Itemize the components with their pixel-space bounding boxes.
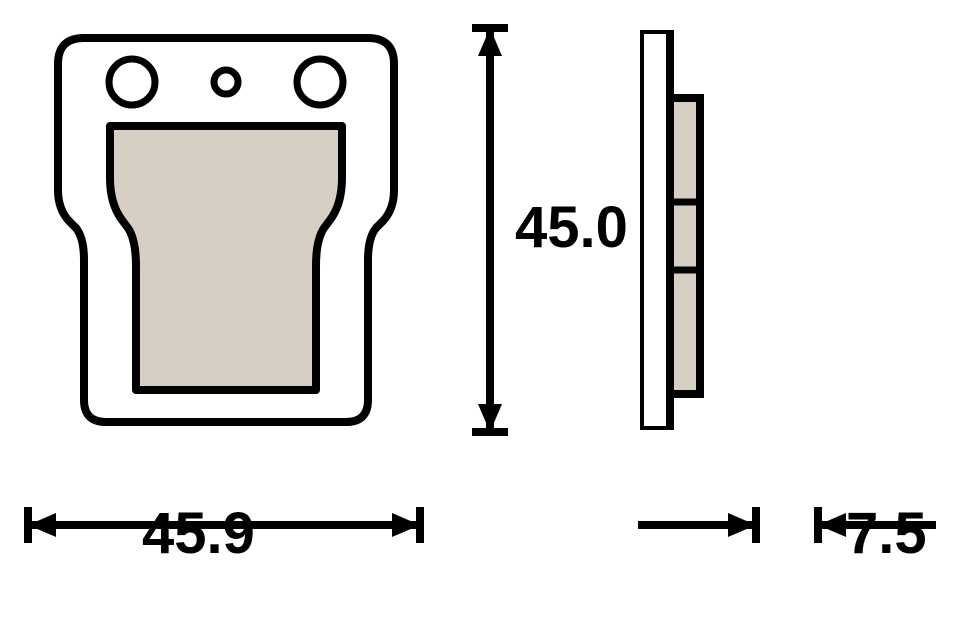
width-label: 45.9 <box>142 500 255 567</box>
height-dimension <box>472 28 508 432</box>
thickness-label: 7.5 <box>846 500 927 567</box>
diagram-canvas: 45.9 45.0 7.5 <box>0 0 960 618</box>
height-label: 45.0 <box>515 194 628 261</box>
